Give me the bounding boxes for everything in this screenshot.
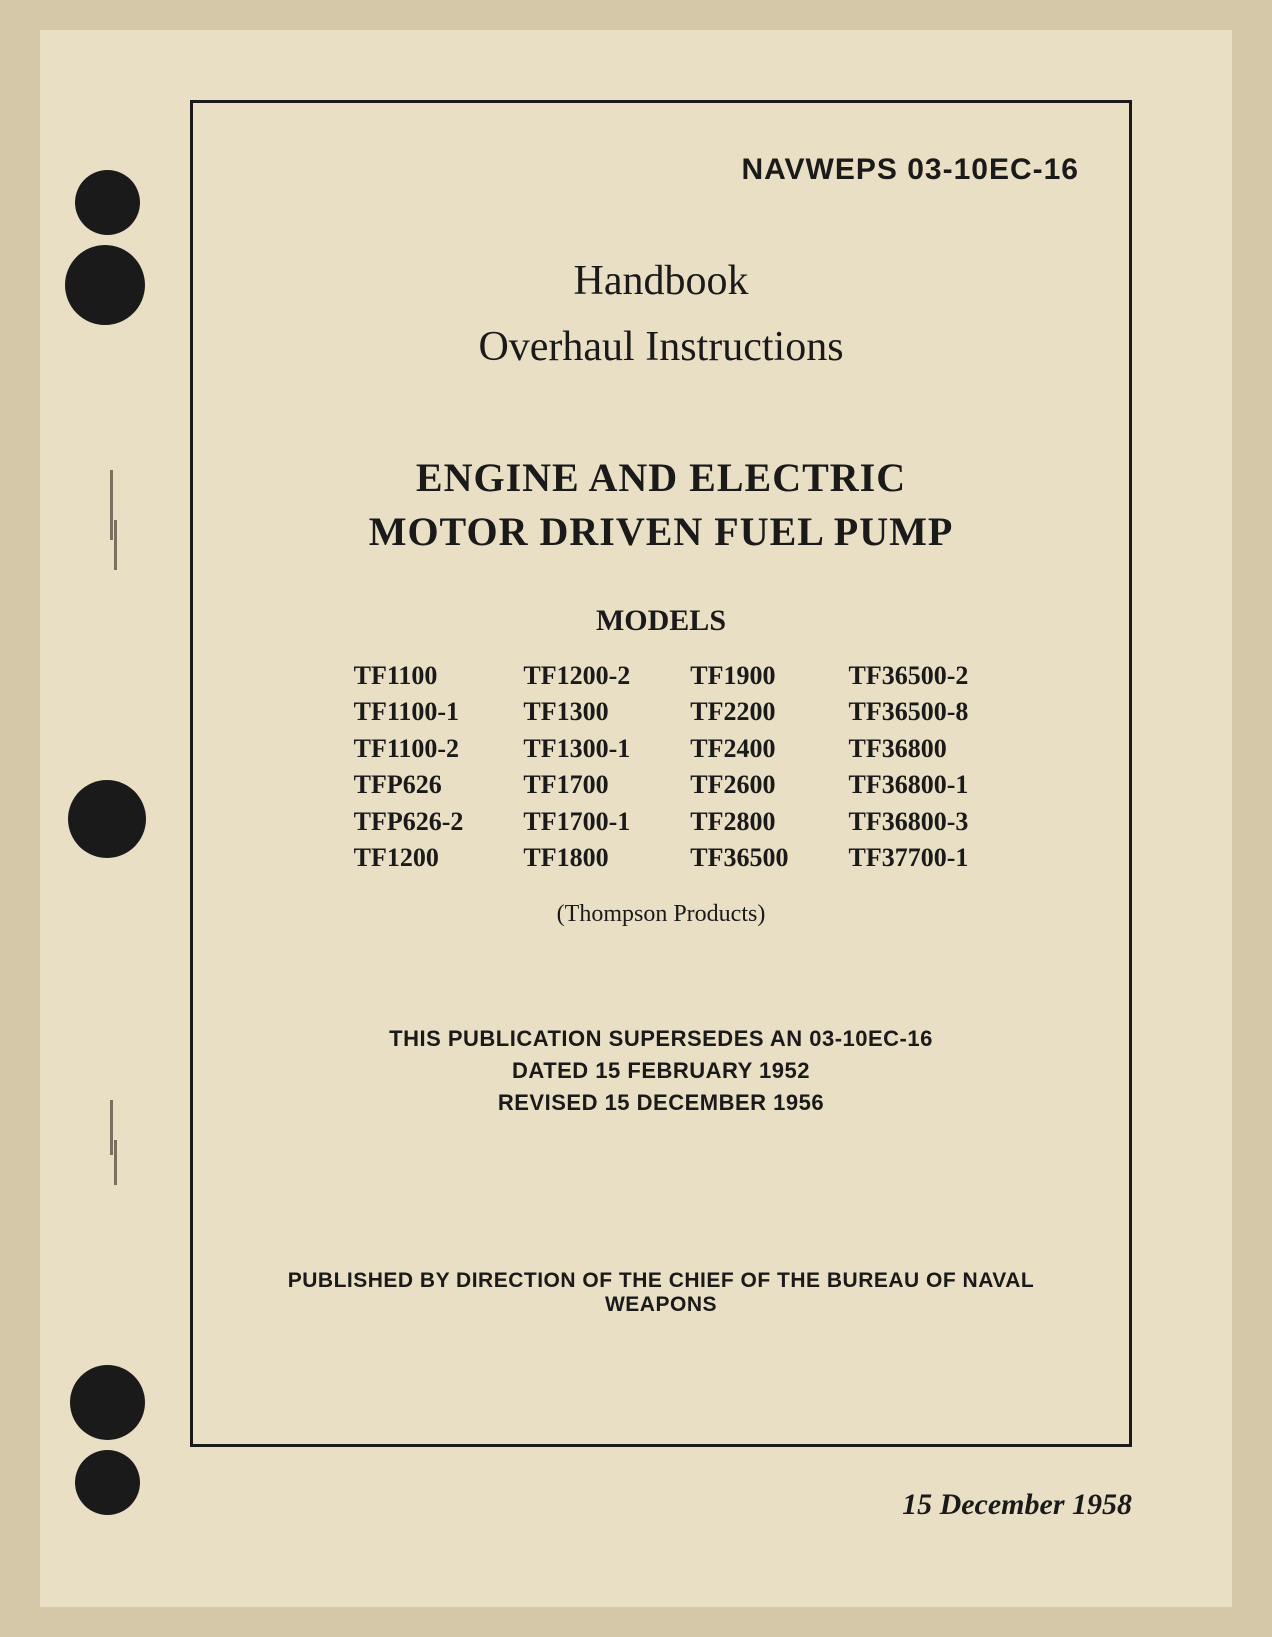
model-entry: TF37700-1 (849, 840, 969, 876)
punch-holes (40, 30, 160, 1607)
title-handbook: Handbook (233, 257, 1089, 305)
model-entry: TF1700-1 (523, 804, 630, 840)
punch-hole (70, 1365, 145, 1440)
title-overhaul: Overhaul Instructions (233, 323, 1089, 371)
model-entry: TF2800 (690, 804, 788, 840)
model-entry: TF2400 (690, 731, 788, 767)
models-col-1: TF1100 TF1100-1 TF1100-2 TFP626 TFP626-2… (354, 658, 464, 876)
models-heading: MODELS (233, 604, 1089, 638)
model-entry: TF1100-1 (354, 694, 464, 730)
models-col-2: TF1200-2 TF1300 TF1300-1 TF1700 TF1700-1… (523, 658, 630, 876)
spine-mark (114, 520, 117, 570)
models-col-4: TF36500-2 TF36500-8 TF36800 TF36800-1 TF… (849, 658, 969, 876)
model-entry: TF36500-8 (849, 694, 969, 730)
supersedes-line: THIS PUBLICATION SUPERSEDES AN 03-10EC-1… (233, 1023, 1089, 1055)
punch-hole (68, 780, 146, 858)
model-entry: TF1100-2 (354, 731, 464, 767)
model-entry: TF36800-1 (849, 767, 969, 803)
content-frame: NAVWEPS 03-10EC-16 Handbook Overhaul Ins… (190, 100, 1132, 1447)
model-entry: TF2600 (690, 767, 788, 803)
model-entry: TF36800-3 (849, 804, 969, 840)
main-title-line2: MOTOR DRIVEN FUEL PUMP (233, 505, 1089, 559)
model-entry: TFP626 (354, 767, 464, 803)
model-entry: TF1900 (690, 658, 788, 694)
model-entry: TF1100 (354, 658, 464, 694)
punch-hole (75, 1450, 140, 1515)
model-entry: TF1300 (523, 694, 630, 730)
publisher-line: PUBLISHED BY DIRECTION OF THE CHIEF OF T… (233, 1269, 1089, 1317)
publication-date: 15 December 1958 (902, 1488, 1132, 1522)
model-entry: TF36800 (849, 731, 969, 767)
model-entry: TF36500 (690, 840, 788, 876)
model-entry: TF1700 (523, 767, 630, 803)
supersedes-line: DATED 15 FEBRUARY 1952 (233, 1055, 1089, 1087)
model-entry: TF1200-2 (523, 658, 630, 694)
supersedes-block: THIS PUBLICATION SUPERSEDES AN 03-10EC-1… (233, 1023, 1089, 1119)
main-title: ENGINE AND ELECTRIC MOTOR DRIVEN FUEL PU… (233, 451, 1089, 559)
document-id: NAVWEPS 03-10EC-16 (233, 153, 1089, 187)
spine-mark (110, 1100, 113, 1155)
models-grid: TF1100 TF1100-1 TF1100-2 TFP626 TFP626-2… (233, 658, 1089, 876)
model-entry: TF1300-1 (523, 731, 630, 767)
model-entry: TF2200 (690, 694, 788, 730)
punch-hole (75, 170, 140, 235)
model-entry: TF1200 (354, 840, 464, 876)
models-col-3: TF1900 TF2200 TF2400 TF2600 TF2800 TF365… (690, 658, 788, 876)
manufacturer: (Thompson Products) (233, 901, 1089, 928)
model-entry: TF36500-2 (849, 658, 969, 694)
model-entry: TF1800 (523, 840, 630, 876)
spine-mark (114, 1140, 117, 1185)
punch-hole (65, 245, 145, 325)
main-title-line1: ENGINE AND ELECTRIC (233, 451, 1089, 505)
scanned-page: NAVWEPS 03-10EC-16 Handbook Overhaul Ins… (40, 30, 1232, 1607)
model-entry: TFP626-2 (354, 804, 464, 840)
supersedes-line: REVISED 15 DECEMBER 1956 (233, 1087, 1089, 1119)
spine-mark (110, 470, 113, 540)
